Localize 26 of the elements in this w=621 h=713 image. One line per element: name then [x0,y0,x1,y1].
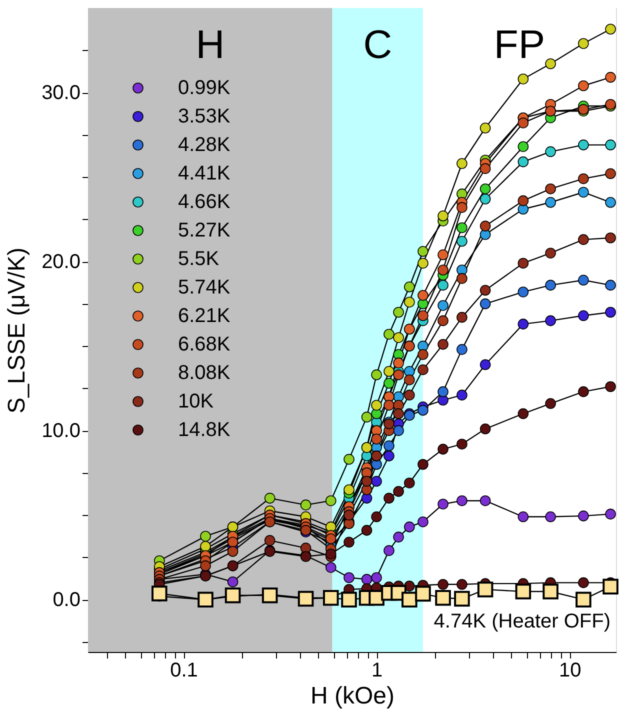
x-tick-label: 0.1 [170,660,198,682]
x-tick-label: 10 [558,660,582,682]
band-label: FP [494,23,546,67]
band-label: H [196,23,225,67]
y-tick-label: 20.0 [42,251,80,274]
y-tick-label: 10.0 [42,420,80,442]
legend-label: 10K [178,390,214,412]
y-tick-label: 0.0 [52,589,80,612]
legend-label: 8.08K [178,362,231,384]
legend-label: 6.68K [178,334,231,356]
legend-label: 4.41K [178,162,231,184]
x-tick-label: 1 [371,660,383,682]
legend-label: 5.5K [178,248,220,270]
legend-label: 3.53K [178,106,231,128]
legend-label: 0.99K [178,77,231,99]
annotation: 4.74K (Heater OFF) [434,610,611,633]
y-axis-title: S_LSSE (μV/K) [4,248,31,414]
y-tick-label: 30.0 [42,82,80,104]
x-axis-title: H (kOe) [310,682,394,710]
legend-label: 5.27K [178,220,231,242]
legend-label: 6.21K [178,305,231,327]
legend-label: 5.74K [178,276,231,298]
legend-label: 14.8K [178,419,231,441]
legend-label: 4.28K [178,134,231,156]
legend-label: 4.66K [178,191,231,213]
band-label: C [363,23,392,67]
